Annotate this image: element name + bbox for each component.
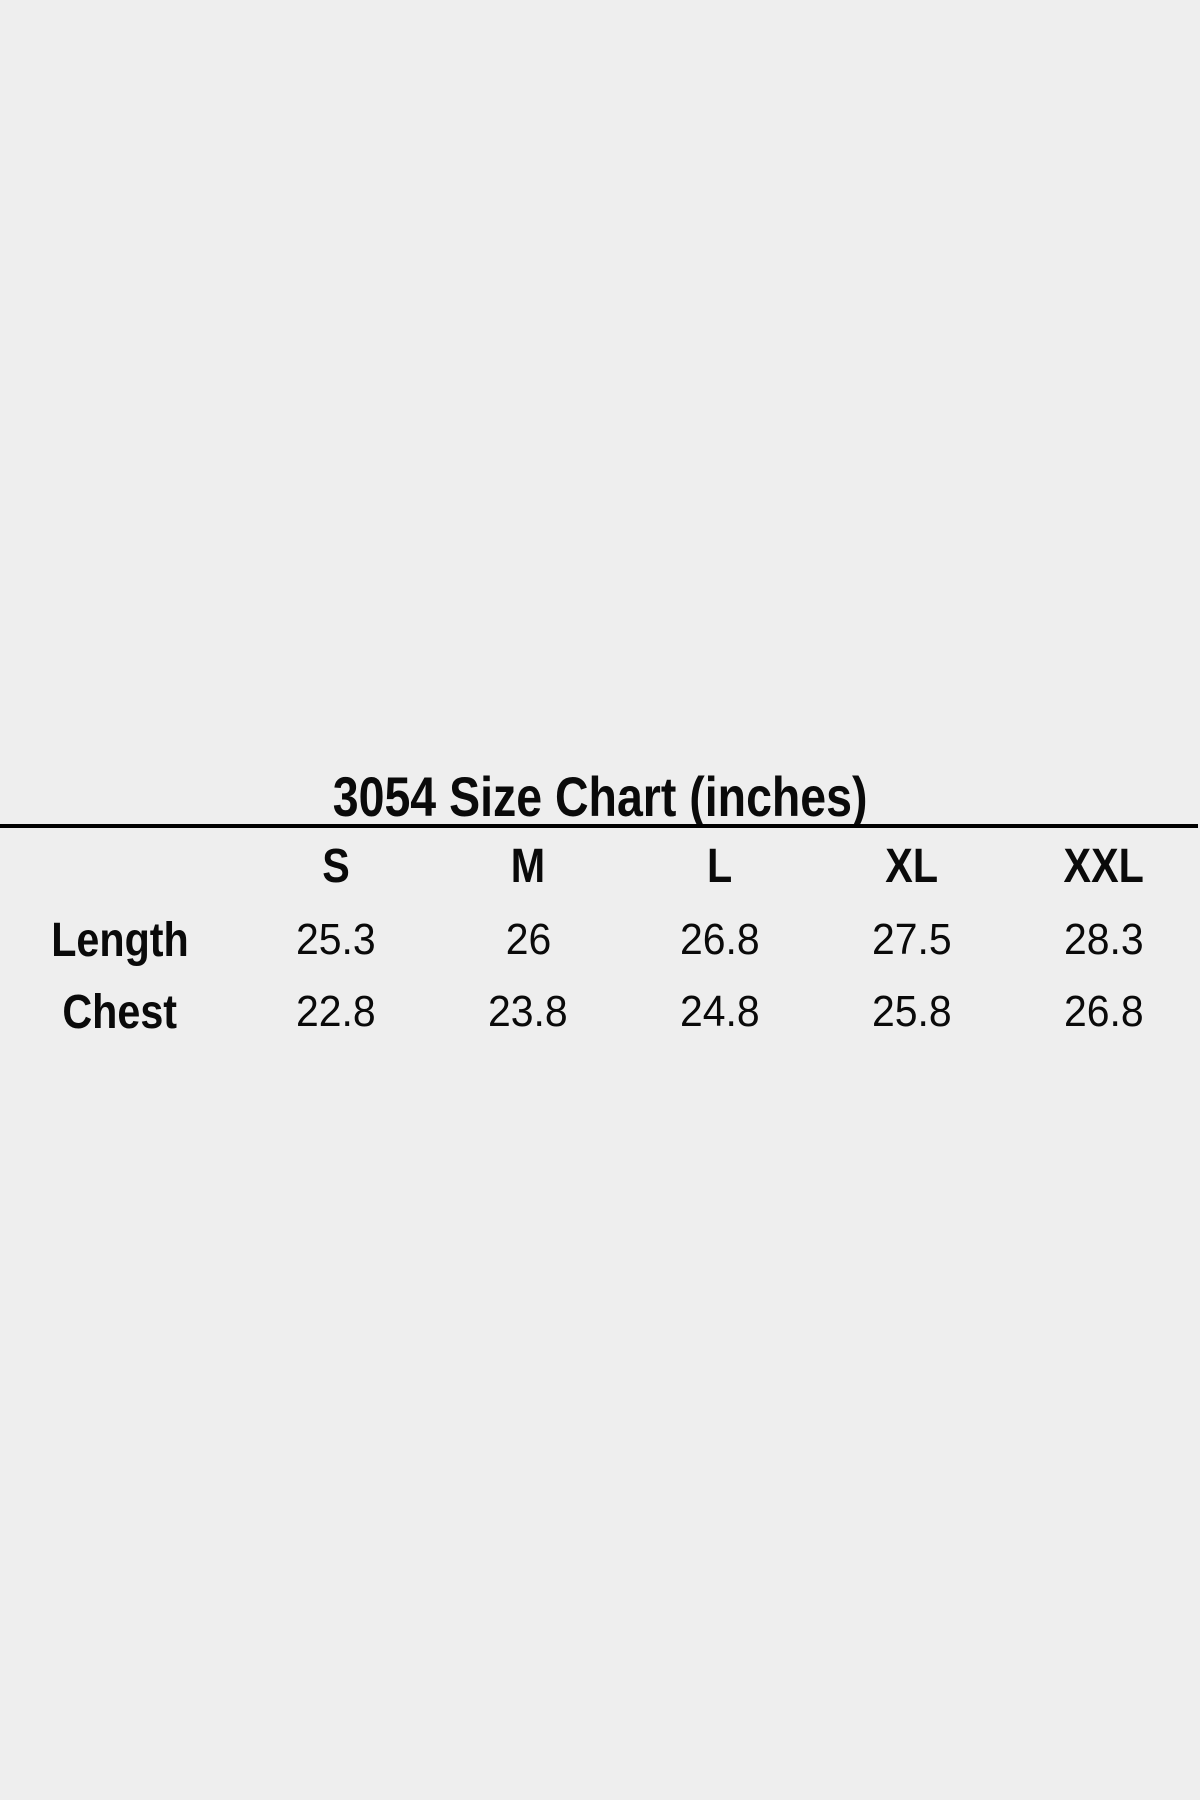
- row-label-chest: Chest: [0, 976, 240, 1048]
- row-label-length: Length: [0, 904, 240, 976]
- title-divider-line: [0, 824, 1198, 828]
- cell-chest-xl: 25.8: [816, 976, 1008, 1048]
- corner-cell: [0, 828, 240, 904]
- column-header-label: S: [322, 839, 350, 893]
- column-header-label: M: [510, 839, 546, 893]
- cell-value: 23.8: [488, 987, 568, 1036]
- cell-value: 28.3: [1064, 915, 1144, 964]
- cell-value: 26.8: [1064, 987, 1144, 1036]
- cell-chest-l: 24.8: [624, 976, 816, 1048]
- column-header-xl: XL: [816, 828, 1008, 904]
- page-title-text: 3054 Size Chart (inches): [332, 765, 868, 828]
- cell-length-l: 26.8: [624, 904, 816, 976]
- column-header-m: M: [432, 828, 624, 904]
- cell-value: 22.8: [296, 987, 376, 1036]
- cell-value: 27.5: [872, 915, 952, 964]
- cell-value: 25.8: [872, 987, 952, 1036]
- cell-value: 26: [505, 915, 551, 964]
- cell-value: 26.8: [680, 915, 760, 964]
- size-chart-table: S M L XL XXL Length 25.3 26 26.8 27.5 28…: [0, 828, 1200, 1048]
- cell-chest-s: 22.8: [240, 976, 432, 1048]
- cell-chest-m: 23.8: [432, 976, 624, 1048]
- column-header-label: XL: [885, 839, 939, 893]
- cell-length-m: 26: [432, 904, 624, 976]
- column-header-label: L: [707, 839, 733, 893]
- page-title: 3054 Size Chart (inches): [0, 768, 1200, 826]
- column-header-l: L: [624, 828, 816, 904]
- cell-chest-xxl: 26.8: [1008, 976, 1200, 1048]
- cell-length-xl: 27.5: [816, 904, 1008, 976]
- cell-value: 25.3: [296, 915, 376, 964]
- header-row: S M L XL XXL: [0, 828, 1200, 904]
- table-row-length: Length 25.3 26 26.8 27.5 28.3: [0, 904, 1200, 976]
- cell-length-xxl: 28.3: [1008, 904, 1200, 976]
- row-label-text: Chest: [62, 985, 178, 1039]
- cell-length-s: 25.3: [240, 904, 432, 976]
- row-label-text: Length: [51, 913, 189, 967]
- column-header-label: XXL: [1063, 839, 1145, 893]
- table-row-chest: Chest 22.8 23.8 24.8 25.8 26.8: [0, 976, 1200, 1048]
- column-header-s: S: [240, 828, 432, 904]
- column-header-xxl: XXL: [1008, 828, 1200, 904]
- cell-value: 24.8: [680, 987, 760, 1036]
